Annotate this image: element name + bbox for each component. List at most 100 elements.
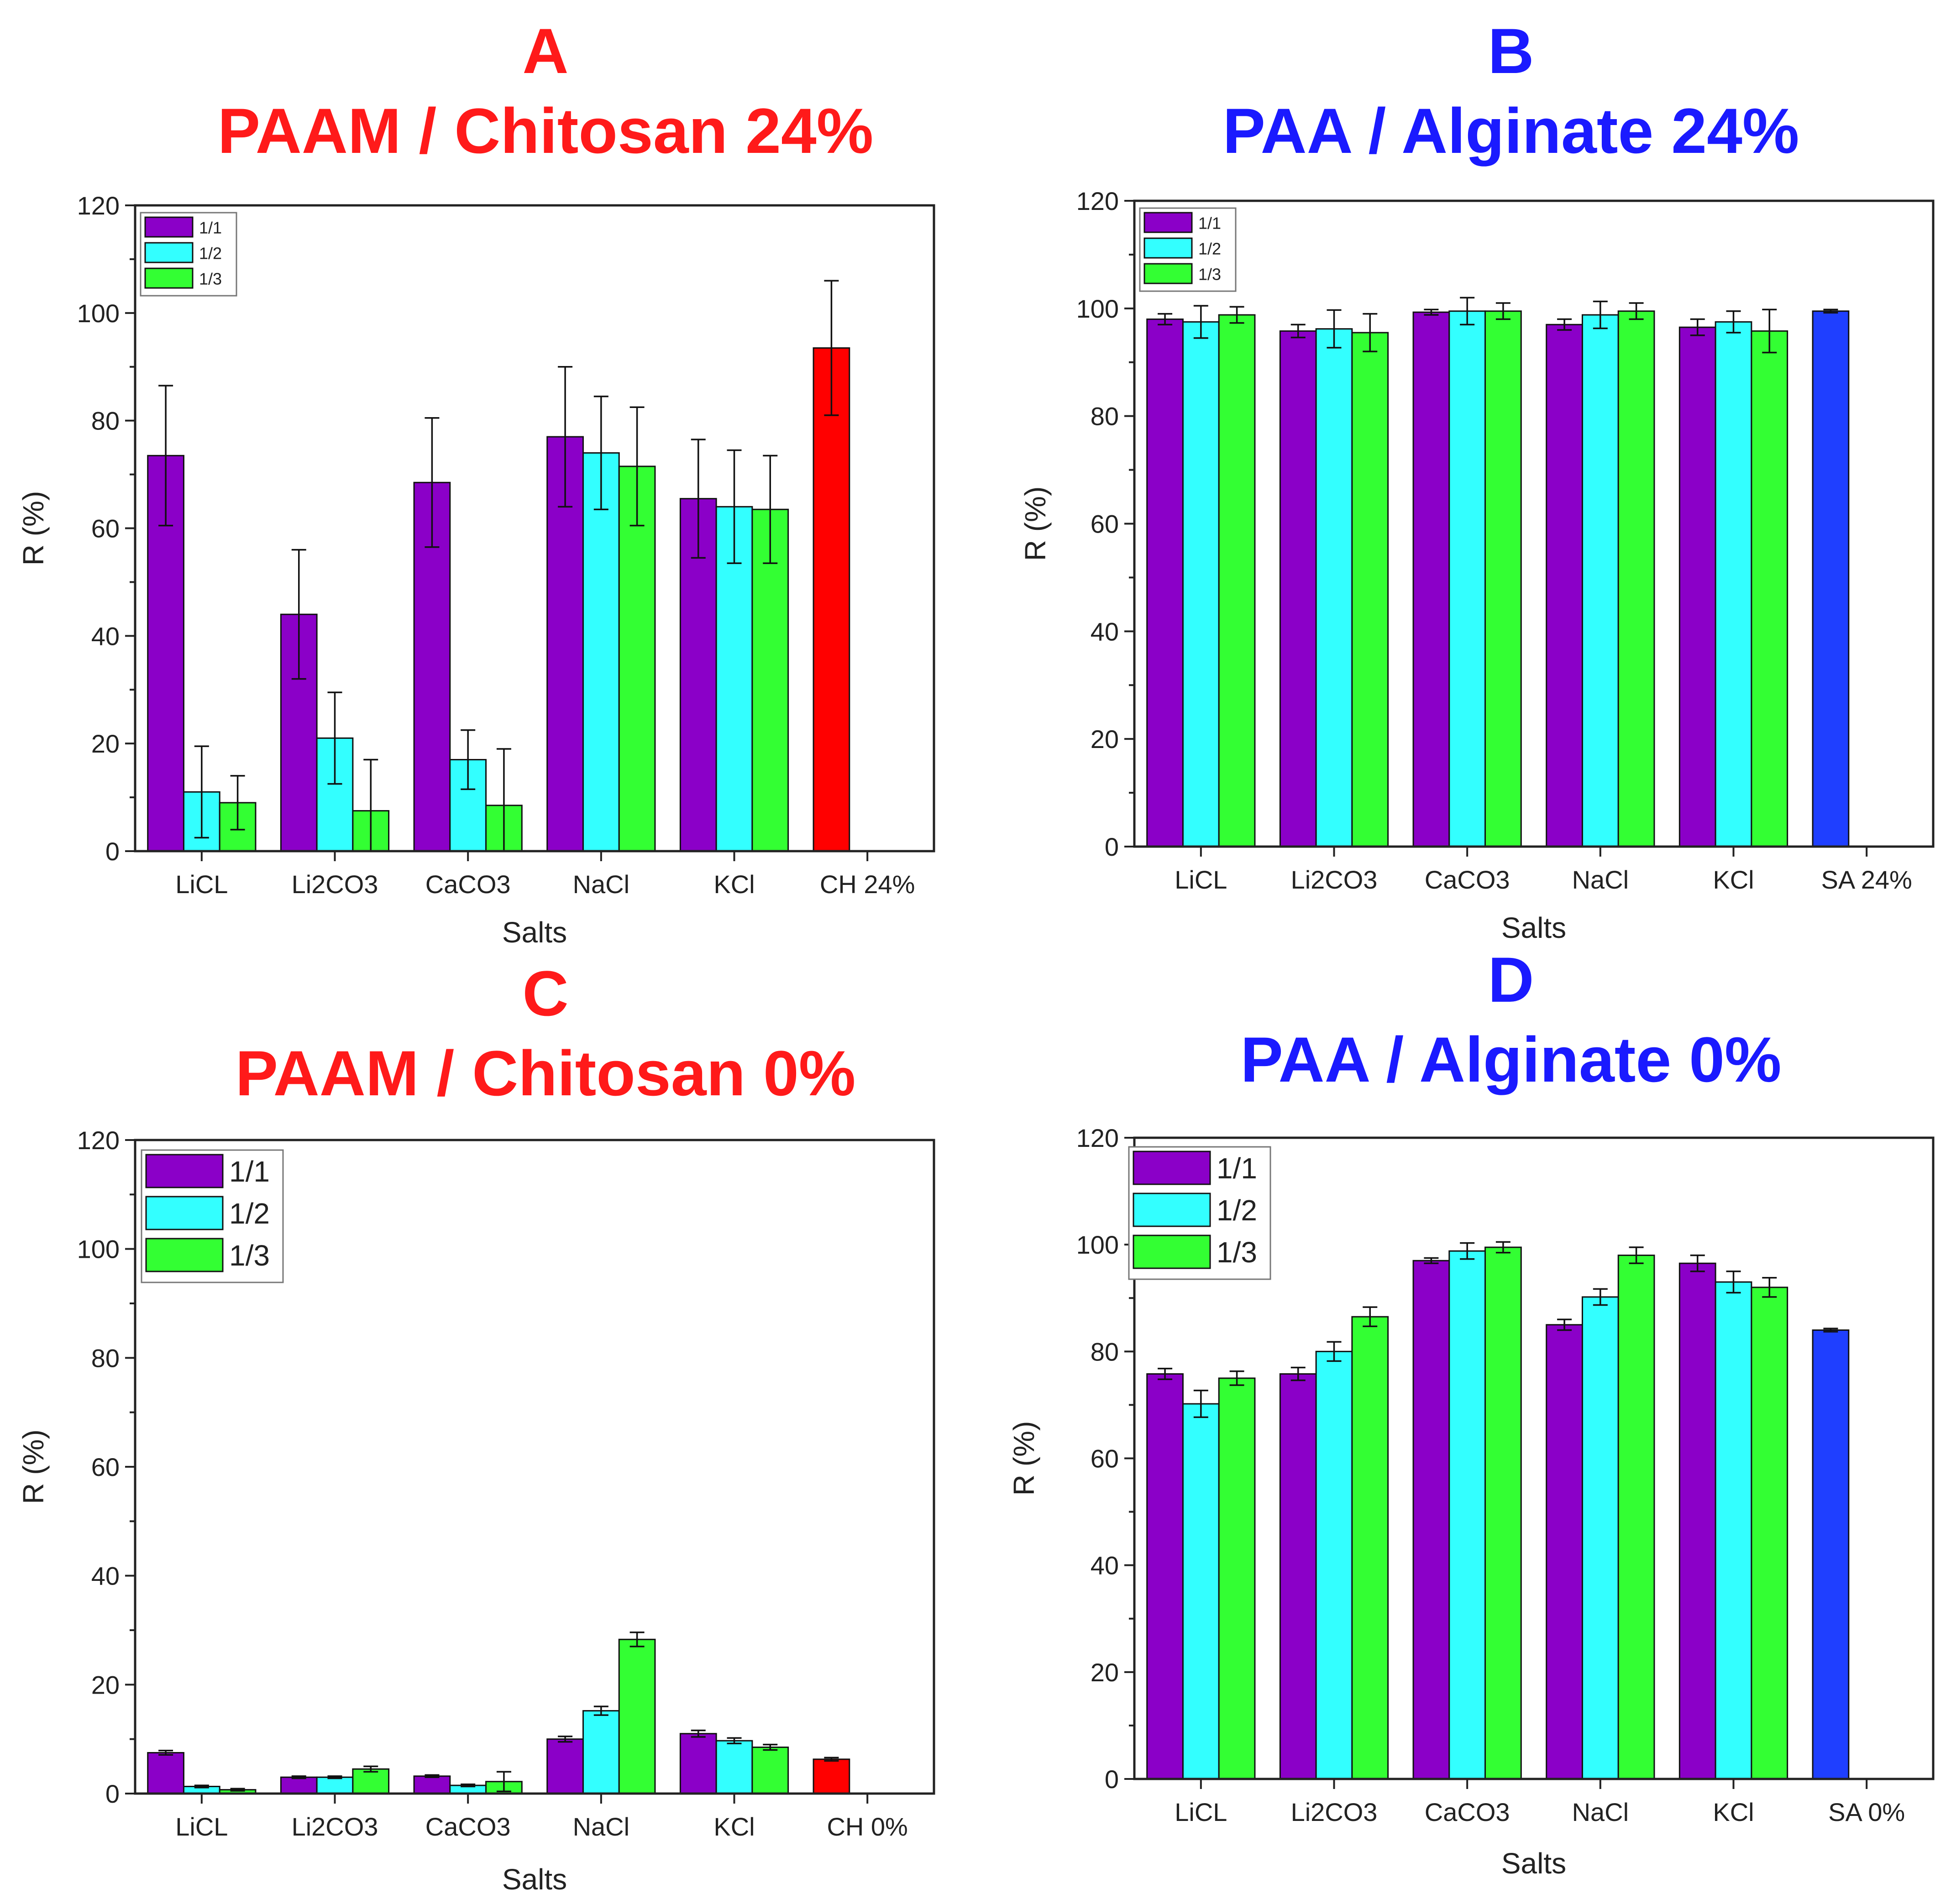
legend-label: 1/2 (1217, 1194, 1257, 1227)
legend-swatch (145, 1154, 224, 1188)
bar-1-1 (1279, 330, 1317, 847)
control-bar (813, 1758, 850, 1794)
bar-1-1 (147, 1752, 184, 1794)
legend-swatch (1133, 1151, 1211, 1185)
y-tick-label: 80 (91, 407, 120, 435)
control-bar (813, 347, 850, 852)
control-bar (1812, 1329, 1850, 1780)
x-tick-label: Li2CO3 (1291, 865, 1378, 894)
y-axis-label: R (%) (17, 491, 50, 566)
y-tick-label: 60 (1091, 510, 1119, 539)
bar-1-2 (1182, 321, 1220, 847)
x-tick-label: CaCO3 (1425, 865, 1510, 894)
bar-1-3 (751, 1747, 789, 1794)
panel-a: A PAAM / Chitosan 24% 0 20 40 60 80 100 120 LiCL L… (17, 15, 935, 949)
y-tick-label: 60 (91, 514, 120, 543)
panel-d: D PAA / Alginate 0% 0 20 40 60 80 100 120 LiCL Li2… (1007, 944, 1935, 1880)
legend: 1/1 1/2 1/3 (1128, 1146, 1271, 1280)
legend-label: 1/1 (1217, 1152, 1257, 1185)
y-tick-label: 100 (1076, 1230, 1119, 1259)
bar-1-3 (1351, 1316, 1389, 1780)
panel-title: PAA / Alginate 0% (1240, 1024, 1781, 1095)
bar-1-1 (413, 1775, 451, 1794)
legend-swatch (1143, 263, 1193, 284)
legend-label: 1/2 (1198, 239, 1221, 258)
bar-1-1 (1546, 1324, 1583, 1780)
legend-swatch (1143, 237, 1193, 259)
y-tick-label: 20 (1091, 1658, 1119, 1687)
bar-1-3 (1751, 1287, 1788, 1780)
x-tick-label: KCl (713, 870, 755, 899)
y-tick-label: 20 (91, 1670, 120, 1699)
bar-1-3 (1751, 330, 1788, 847)
x-axis-label: Salts (502, 1863, 567, 1896)
x-tick-label: KCl (713, 1812, 755, 1841)
x-tick-label: NaCl (573, 870, 629, 899)
y-axis-label: R (%) (17, 1429, 50, 1504)
legend-swatch (145, 1196, 224, 1230)
y-tick-label: 120 (77, 191, 120, 220)
bar-1-2 (1182, 1403, 1220, 1780)
legend-swatch (1143, 212, 1193, 233)
y-tick-label: 40 (91, 622, 120, 650)
bar-1-1 (546, 1738, 584, 1794)
plot-frame (1133, 199, 1935, 848)
y-tick-label: 0 (105, 1779, 120, 1808)
legend: 1/1 1/2 1/3 (141, 1149, 284, 1283)
x-tick-label: SA 24% (1821, 865, 1912, 894)
bar-1-3 (1484, 1246, 1522, 1780)
bar-1-2 (1448, 1250, 1486, 1780)
legend-label: 1/2 (199, 244, 222, 262)
y-tick-label: 120 (1076, 1124, 1119, 1152)
x-tick-label: NaCl (1572, 865, 1629, 894)
x-tick-label: Li2CO3 (1291, 1798, 1378, 1826)
panel-letter: A (522, 15, 568, 87)
y-tick-label: 0 (1105, 832, 1119, 861)
legend-swatch (1133, 1234, 1211, 1269)
y-tick-label: 80 (1091, 1337, 1119, 1366)
legend-label: 1/1 (1198, 214, 1221, 232)
bar-1-2 (582, 1710, 620, 1794)
control-bar (1812, 310, 1850, 847)
x-tick-label: LiCL (175, 870, 228, 899)
x-tick-label: Li2CO3 (292, 870, 378, 899)
x-tick-label: Li2CO3 (292, 1812, 378, 1841)
legend-label: 1/3 (1217, 1236, 1257, 1269)
bar-1-2 (1581, 314, 1619, 847)
y-tick-label: 0 (1105, 1765, 1119, 1794)
panel-title: PAA / Alginate 24% (1223, 95, 1799, 167)
panel-title: PAAM / Chitosan 0% (236, 1037, 856, 1109)
bar-1-3 (618, 1638, 656, 1794)
x-tick-label: NaCl (1572, 1798, 1629, 1826)
bar-1-2 (316, 1776, 354, 1794)
x-tick-label: CaCO3 (1425, 1798, 1510, 1826)
bar-1-3 (1617, 310, 1655, 847)
bar-1-3 (751, 508, 789, 852)
bar-1-3 (352, 1768, 390, 1794)
x-tick-label: CH 24% (820, 870, 915, 899)
bar-1-1 (1412, 1260, 1450, 1780)
bar-1-1 (1678, 1262, 1716, 1780)
bar-1-3 (1617, 1255, 1655, 1780)
bar-1-2 (1715, 1281, 1752, 1780)
legend-swatch (145, 1238, 224, 1272)
x-tick-label: LiCL (1175, 1798, 1227, 1826)
x-axis-label: Salts (502, 916, 567, 949)
y-tick-label: 120 (1076, 187, 1119, 215)
legend-label: 1/3 (229, 1239, 270, 1272)
bar-1-2 (715, 506, 753, 852)
legend-swatch (144, 242, 194, 263)
bar-1-1 (1146, 1373, 1184, 1780)
bar-1-2 (1581, 1296, 1619, 1780)
panel-title: PAAM / Chitosan 24% (218, 95, 874, 167)
legend: 1/1 1/2 1/3 (1139, 207, 1237, 292)
x-tick-label: CH 0% (827, 1812, 907, 1841)
bar-1-2 (715, 1740, 753, 1794)
plot-frame (134, 1139, 935, 1795)
plot-frame (134, 204, 935, 853)
y-tick-label: 80 (91, 1344, 120, 1372)
y-tick-label: 100 (77, 299, 120, 328)
bar-1-2 (1315, 328, 1353, 847)
y-tick-label: 20 (1091, 725, 1119, 753)
